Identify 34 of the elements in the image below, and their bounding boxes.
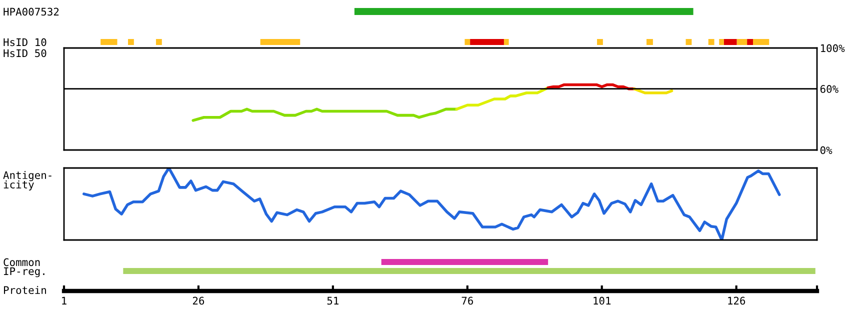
bar xyxy=(752,39,770,45)
x-tick-label: 101 xyxy=(594,296,611,305)
bar xyxy=(470,39,504,45)
x-tick-label: 51 xyxy=(327,296,338,305)
bar xyxy=(504,39,509,45)
bar xyxy=(708,39,714,45)
y-axis-title: HsID 50 xyxy=(4,49,46,58)
bar xyxy=(646,39,653,45)
line-series xyxy=(192,108,458,122)
line-series xyxy=(455,86,550,111)
x-axis-title: Protein xyxy=(4,286,46,294)
bar xyxy=(686,39,692,45)
bar xyxy=(597,39,603,45)
bar xyxy=(464,39,470,45)
y-tick-label: HsID 10 xyxy=(4,38,46,46)
y-tick-label: 100% xyxy=(821,44,845,52)
y-tick-label: 0% xyxy=(820,146,832,154)
bar xyxy=(100,39,118,45)
bar xyxy=(736,39,748,45)
y-axis-title: Antigen- icity xyxy=(3,171,52,190)
bar xyxy=(128,39,134,45)
bar xyxy=(724,39,737,45)
bar xyxy=(747,39,753,45)
y-tick-label: 60% xyxy=(820,85,838,93)
x-tick-label: 76 xyxy=(462,296,473,305)
bar xyxy=(260,39,300,45)
x-tick-label: 1 xyxy=(62,296,66,305)
x-tick-label: 26 xyxy=(192,296,204,305)
y-tick-label: HPA007532 xyxy=(4,8,59,16)
bar xyxy=(156,39,162,45)
x-tick-label: 126 xyxy=(728,296,746,305)
y-tick-label: IP-reg. xyxy=(4,267,44,278)
y-tick-label: Common xyxy=(4,258,40,266)
bar xyxy=(719,39,724,45)
